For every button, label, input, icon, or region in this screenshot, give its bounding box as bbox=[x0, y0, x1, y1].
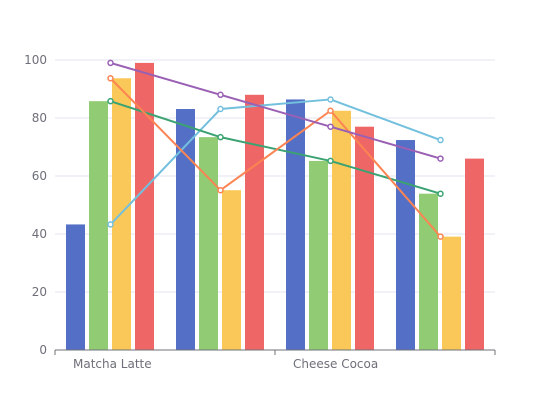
bar bbox=[465, 158, 484, 350]
bar bbox=[419, 193, 438, 350]
y-tick-label: 80 bbox=[32, 111, 47, 125]
axis-layer: 0 20 40 60 80 100 Matcha Latte Cheese Cocoa bbox=[24, 53, 496, 371]
bar bbox=[332, 110, 351, 350]
line-point bbox=[107, 75, 114, 82]
bar-layer bbox=[66, 62, 484, 351]
bar bbox=[355, 126, 374, 350]
y-tick-label: 60 bbox=[32, 169, 47, 183]
bar bbox=[309, 160, 328, 350]
line-point bbox=[437, 190, 444, 197]
series-line bbox=[109, 77, 442, 238]
line-point bbox=[327, 123, 334, 130]
line-point bbox=[437, 136, 444, 144]
y-tick-label: 0 bbox=[39, 343, 47, 357]
series-line bbox=[109, 98, 441, 226]
bar bbox=[176, 109, 195, 350]
y-tick-label: 20 bbox=[32, 285, 47, 299]
line-point bbox=[217, 186, 224, 194]
x-category-label: Cheese Cocoa bbox=[293, 357, 378, 371]
line-point bbox=[107, 221, 114, 228]
line-point bbox=[217, 133, 224, 141]
line-point bbox=[327, 96, 334, 103]
line-point bbox=[437, 155, 444, 162]
line-point bbox=[217, 105, 224, 113]
y-tick-label: 100 bbox=[24, 53, 47, 67]
line-point bbox=[437, 233, 444, 240]
line-point bbox=[107, 97, 114, 105]
series-line bbox=[110, 61, 441, 160]
line-point bbox=[327, 107, 334, 114]
line-point bbox=[217, 91, 224, 99]
bar bbox=[89, 101, 108, 351]
bar bbox=[66, 224, 85, 350]
bar bbox=[396, 140, 415, 350]
line-point bbox=[327, 157, 334, 165]
line-point bbox=[107, 59, 114, 67]
bar bbox=[442, 236, 461, 350]
bar bbox=[245, 94, 264, 350]
bar bbox=[199, 137, 218, 350]
y-tick-label: 40 bbox=[32, 227, 47, 241]
x-category-label: Matcha Latte bbox=[73, 357, 152, 371]
bar bbox=[222, 190, 241, 350]
bar bbox=[135, 62, 154, 351]
line-layer bbox=[107, 59, 444, 240]
series-line bbox=[110, 100, 441, 195]
bar bbox=[286, 99, 305, 350]
